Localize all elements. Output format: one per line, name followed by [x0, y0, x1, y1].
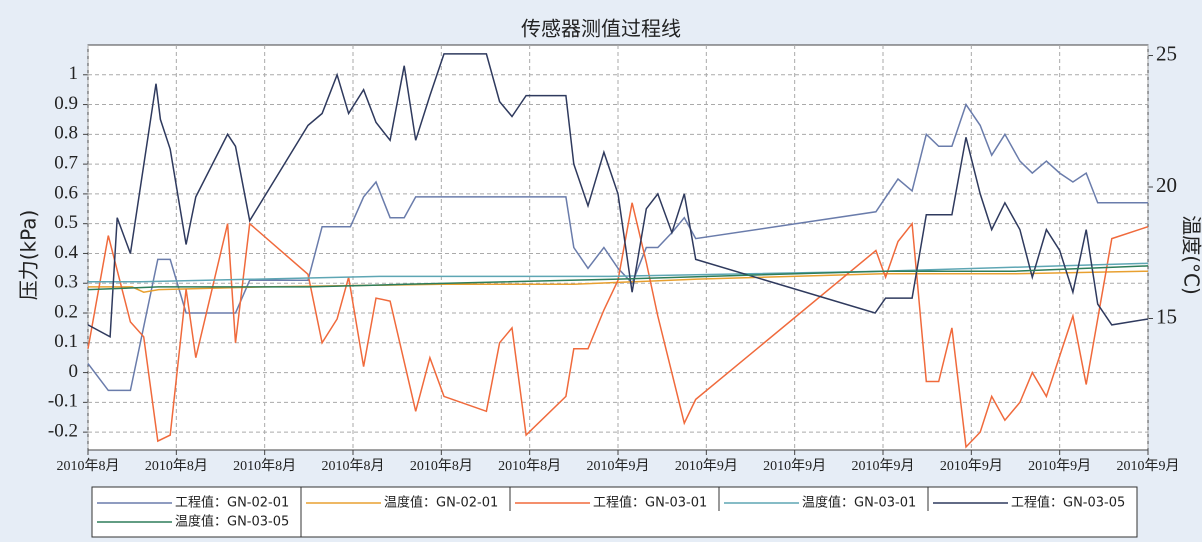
x-tick-label: 2010年8月	[57, 458, 120, 474]
legend-label: 工程值：GN-02-01	[175, 495, 289, 511]
legend-label: 温度值：GN-03-05	[175, 514, 289, 530]
series-line	[88, 262, 1149, 283]
legend-label: 工程值：GN-03-05	[1011, 495, 1125, 511]
x-tick-label: 2010年9月	[1028, 458, 1091, 474]
y-tick-label: 0.3	[54, 272, 78, 293]
x-tick-label: 2010年8月	[322, 458, 385, 474]
x-tick-label: 2010年8月	[410, 458, 473, 474]
y-tick-label: 0.5	[54, 212, 78, 233]
x-tick-label: 2010年8月	[498, 458, 561, 474]
y2-tick-label: 15	[1156, 304, 1177, 328]
y-tick-label: 1	[69, 63, 79, 84]
y-axis-label: 压力(kPa)	[17, 210, 41, 301]
y2-tick-label: 20	[1156, 173, 1177, 197]
x-tick-label: 2010年9月	[1117, 458, 1180, 474]
y-tick-label: 0.1	[54, 331, 78, 352]
legend-label: 工程值：GN-03-01	[593, 495, 707, 511]
x-tick-label: 2010年9月	[763, 458, 826, 474]
legend-label: 温度值：GN-02-01	[384, 495, 498, 511]
y-tick-label: 0	[69, 361, 79, 382]
y-tick-label: -0.1	[48, 391, 78, 412]
y2-tick-label: 25	[1156, 41, 1177, 65]
y2-axis-label: 温度(°C)	[1180, 215, 1202, 295]
x-tick-label: 2010年8月	[233, 458, 296, 474]
series-line	[88, 270, 1149, 293]
x-tick-label: 2010年8月	[145, 458, 208, 474]
x-tick-label: 2010年9月	[852, 458, 915, 474]
x-tick-label: 2010年9月	[675, 458, 738, 474]
legend-label: 温度值：GN-03-01	[802, 495, 916, 511]
y-tick-label: 0.4	[54, 242, 78, 263]
series-line	[87, 102, 1148, 392]
series-line	[87, 202, 1149, 449]
y-tick-label: -0.2	[48, 420, 78, 441]
y-tick-label: 0.8	[54, 123, 78, 144]
x-tick-label: 2010年9月	[587, 458, 650, 474]
legend	[91, 486, 1138, 538]
series-line	[87, 265, 1149, 291]
y-tick-label: 0.2	[54, 301, 78, 322]
x-tick-label: 2010年9月	[940, 458, 1003, 474]
series-line	[87, 53, 1149, 339]
chart-title: 传感器测值过程线	[521, 17, 681, 41]
y-tick-label: 0.9	[54, 93, 78, 114]
y-tick-label: 0.7	[54, 152, 78, 173]
y-tick-label: 0.6	[54, 182, 78, 203]
